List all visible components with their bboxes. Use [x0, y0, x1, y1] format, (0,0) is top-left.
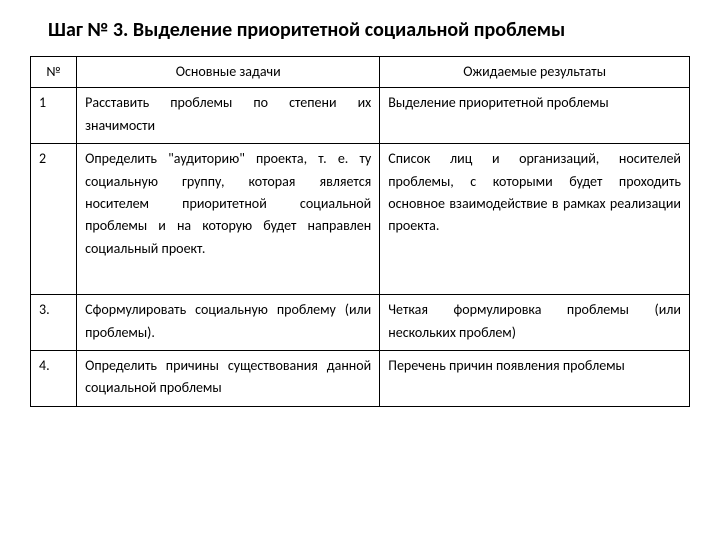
cell-tasks: Определить "аудиторию" проекта, т. е. ту… — [77, 144, 380, 295]
table-header-row: № Основные задачи Ожидаемые результаты — [31, 57, 690, 88]
cell-num: 2 — [31, 144, 77, 295]
cell-results: Перечень причин появления проблемы — [380, 350, 690, 406]
priority-problem-table: № Основные задачи Ожидаемые результаты 1… — [30, 56, 690, 407]
table-row: 4. Определить причины существования данн… — [31, 350, 690, 406]
cell-results: Выделение приоритетной проблемы — [380, 88, 690, 144]
page-title: Шаг № 3. Выделение приоритетной социальн… — [48, 18, 690, 42]
cell-num: 1 — [31, 88, 77, 144]
cell-num: 3. — [31, 295, 77, 351]
cell-tasks: Сформулировать социальную проблему (или … — [77, 295, 380, 351]
table-row: 3. Сформулировать социальную проблему (и… — [31, 295, 690, 351]
col-header-results: Ожидаемые результаты — [380, 57, 690, 88]
table-row: 2 Определить "аудиторию" проекта, т. е. … — [31, 144, 690, 295]
cell-tasks: Определить причины существования данной … — [77, 350, 380, 406]
cell-num: 4. — [31, 350, 77, 406]
col-header-num: № — [31, 57, 77, 88]
cell-results: Четкая формулировка проблемы (или нескол… — [380, 295, 690, 351]
table-row: 1 Расставить проблемы по степени их знач… — [31, 88, 690, 144]
cell-results: Список лиц и организаций, носителей проб… — [380, 144, 690, 295]
page: Шаг № 3. Выделение приоритетной социальн… — [0, 0, 720, 540]
cell-tasks: Расставить проблемы по степени их значим… — [77, 88, 380, 144]
col-header-tasks: Основные задачи — [77, 57, 380, 88]
